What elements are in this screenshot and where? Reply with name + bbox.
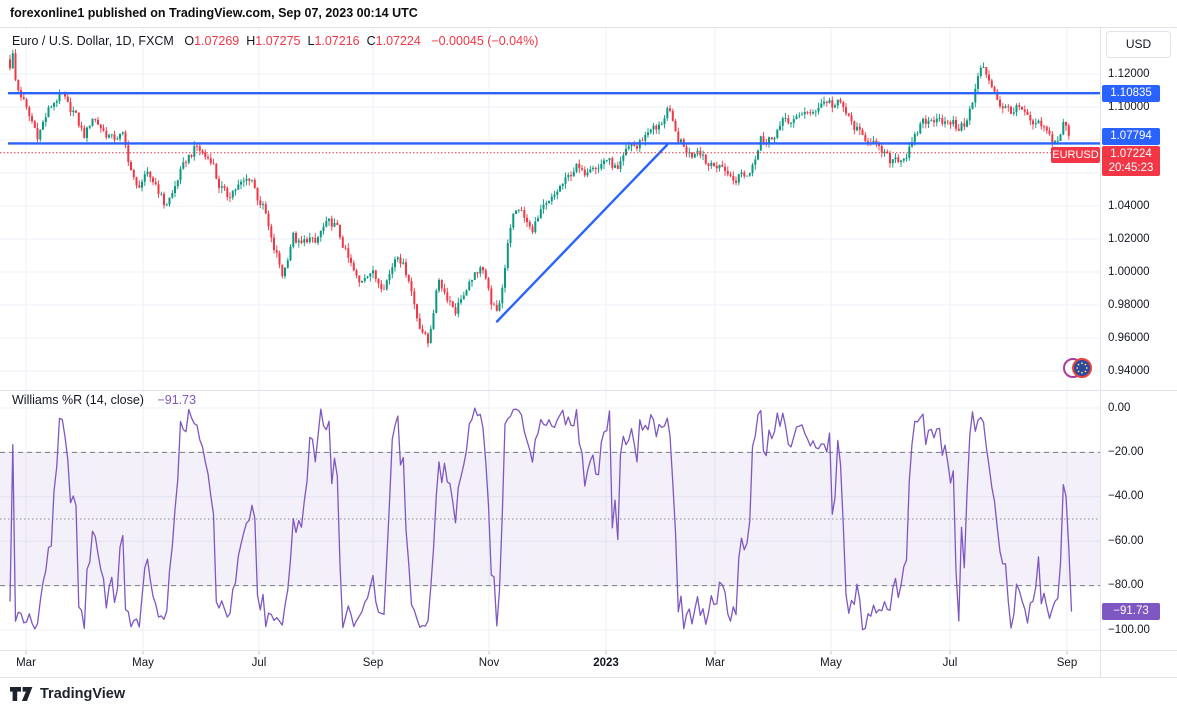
price-tick-label: 1.10000	[1108, 100, 1150, 113]
publish-byline: forexonline1 published on TradingView.co…	[10, 6, 418, 20]
last-price-badge: 1.07224 20:45:23	[1102, 145, 1160, 176]
ohlc-token: C1.07224	[366, 34, 421, 48]
last-price-value: 1.07224	[1110, 147, 1152, 160]
time-axis-label: Mar	[16, 657, 36, 669]
symbol-tag-label: EURUSD	[1051, 146, 1100, 163]
indicator-tick-label: −100.00	[1108, 623, 1150, 636]
price-tick-label: 1.12000	[1108, 67, 1150, 80]
time-axis-label: 2023	[593, 657, 619, 669]
tradingview-logo[interactable]: TradingView	[10, 686, 125, 702]
indicator-tick-label: −60.00	[1108, 534, 1144, 547]
indicator-tick-label: −40.00	[1108, 490, 1144, 503]
level-price-badge: 1.10835	[1102, 84, 1160, 102]
price-tick-label: 0.94000	[1108, 364, 1150, 377]
ohlc-values: O1.07269 H1.07275 L1.07216 C1.07224	[177, 34, 421, 48]
time-axis-label: May	[132, 657, 154, 669]
price-tick-label: 1.02000	[1108, 232, 1150, 245]
price-tick-label: 1.00000	[1108, 265, 1150, 278]
price-tick-label: 0.96000	[1108, 331, 1150, 344]
time-axis-label: Nov	[478, 657, 500, 669]
tradingview-wordmark: TradingView	[40, 686, 126, 702]
time-axis-label: May	[820, 657, 842, 669]
indicator-tick-label: −20.00	[1108, 445, 1144, 458]
williams-r-badge: −91.73	[1102, 603, 1160, 621]
time-axis-label: Jul	[942, 657, 958, 669]
indicator-value: −91.73	[157, 393, 197, 407]
price-tick-label: 1.04000	[1108, 199, 1150, 212]
symbol-title: Euro / U.S. Dollar, 1D, FXCM	[12, 34, 174, 48]
price-tick-label: 0.98000	[1108, 298, 1150, 311]
chart-legend: Euro / U.S. Dollar, 1D, FXCM O1.07269 H1.…	[12, 34, 538, 48]
indicator-tick-label: 0.00	[1108, 401, 1131, 414]
ohlc-token: O1.07269	[184, 34, 240, 48]
eurusd-pair-logo-icon	[1063, 358, 1092, 378]
indicator-tick-label: −80.00	[1108, 579, 1144, 592]
indicator-legend: Williams %R (14, close) −91.73	[12, 393, 196, 407]
time-axis-label: Sep	[1056, 657, 1078, 669]
currency-usd-button[interactable]: USD	[1106, 31, 1171, 58]
tradingview-glyph-icon	[10, 687, 33, 701]
ohlc-token: L1.07216	[307, 34, 360, 48]
time-axis-label: Sep	[362, 657, 384, 669]
change-value: −0.00045 (−0.04%)	[431, 34, 539, 48]
indicator-title: Williams %R (14, close)	[12, 393, 144, 407]
level-price-badge: 1.07794	[1102, 127, 1160, 145]
ohlc-token: H1.07275	[246, 34, 301, 48]
bar-countdown: 20:45:23	[1108, 161, 1154, 174]
time-axis-label: Mar	[705, 657, 725, 669]
time-axis-label: Jul	[251, 657, 267, 669]
